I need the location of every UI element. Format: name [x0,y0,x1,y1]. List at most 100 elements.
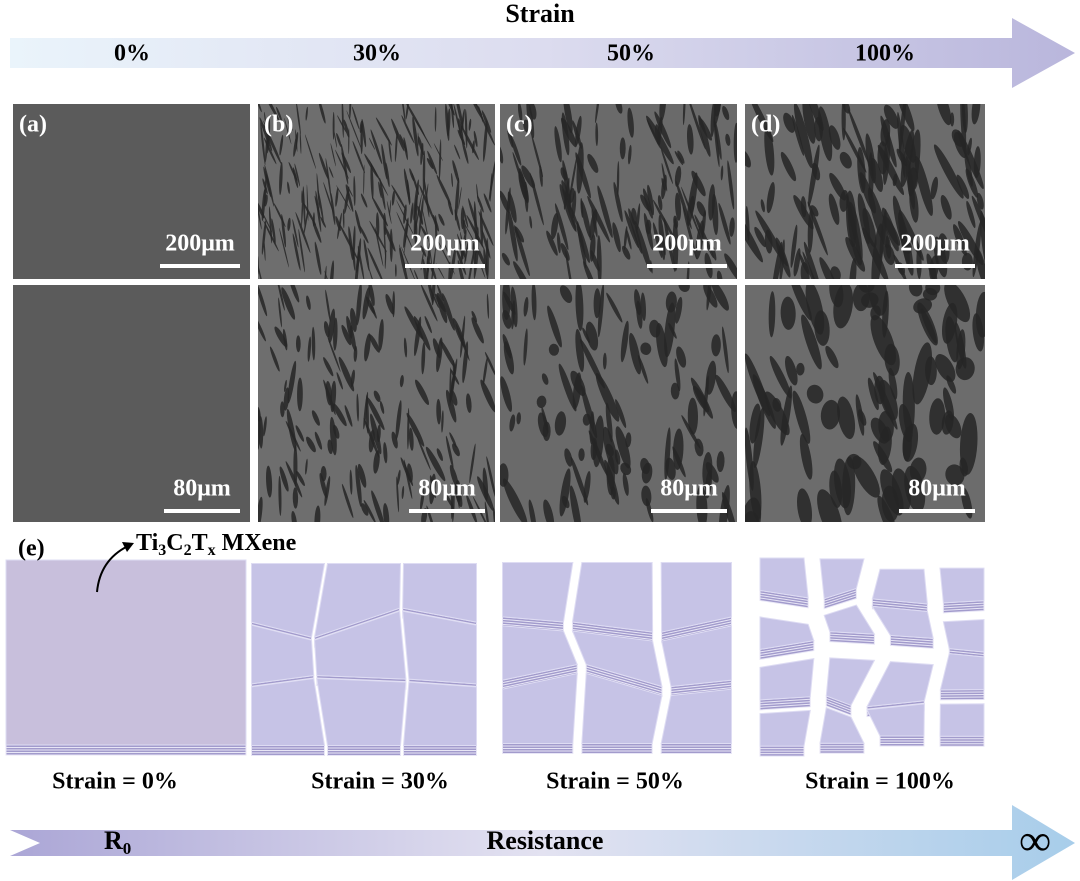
crack [323,321,330,338]
crack [898,403,913,442]
sheet-top [823,604,876,635]
crack [348,128,350,155]
crack [814,310,830,346]
crack [865,133,876,184]
crack [444,492,454,509]
resistance-arrow [10,805,1075,880]
crack [560,243,570,261]
crack [780,151,797,182]
sheet-layer [502,666,578,684]
crack [350,307,357,332]
crack [389,228,393,262]
sheet-top [819,706,865,744]
crack [462,205,469,228]
sheet-layer [759,647,814,658]
crack [526,104,535,139]
crack [364,333,371,362]
crack [451,173,453,188]
crack [324,475,331,507]
crack [560,117,577,148]
crack [973,146,981,179]
crack [568,153,578,206]
crack [359,225,369,244]
crack [466,214,485,250]
crack [803,104,824,131]
crack [659,104,667,122]
crack [944,285,971,323]
crack [940,194,952,220]
crack [258,285,268,317]
crack [541,373,549,385]
crack [385,162,390,188]
crack [318,104,326,124]
crack [276,285,285,311]
crack [376,212,380,237]
sheet-top [825,657,876,706]
crack [880,115,897,168]
crack [318,152,329,180]
crack [629,332,642,375]
crack [299,130,302,154]
sem-image [13,285,250,522]
crack [605,443,614,457]
crack [559,468,571,517]
scale-label: 80μm [908,476,966,502]
crack [484,351,495,377]
crack [338,222,359,262]
crack [713,117,720,168]
crack [578,448,585,461]
crack [260,104,280,122]
sheet-layer [661,618,732,636]
sheet-layer [759,698,811,703]
crack [492,507,495,522]
crack [344,186,350,214]
crack [459,243,464,260]
panel-label: (b) [264,112,293,138]
crack [513,261,532,279]
crack [363,239,370,271]
crack [582,413,591,426]
crack [352,106,360,130]
crack [452,317,466,348]
crack [285,461,303,498]
crack [357,463,367,488]
crack [950,112,955,127]
crack [457,259,467,279]
crack [708,184,716,221]
crack [858,409,867,426]
crack [654,111,672,149]
scale-label: 80μm [660,476,718,502]
crack [524,181,529,213]
crack [892,195,907,250]
crack [597,185,613,238]
crack [364,153,379,178]
crack [563,104,573,134]
crack [531,285,537,321]
crack [405,104,409,120]
crack [576,142,584,194]
crack [686,124,694,155]
crack [420,285,438,322]
crack [897,112,906,178]
crack [908,285,923,297]
crack [371,490,386,522]
crack [528,499,537,522]
crack [346,184,353,197]
crack [722,105,730,121]
crack [296,470,305,487]
crack [914,156,933,216]
crack [796,362,805,376]
crack [604,459,620,505]
crack [956,174,970,199]
crack [975,291,985,338]
crack [368,429,375,453]
strain-arrow [10,18,1075,88]
crack [672,218,679,272]
crack [817,489,843,522]
sheet-top [939,703,985,737]
crack [502,310,512,329]
crack [884,343,900,377]
crack [319,472,328,499]
crack [845,237,866,272]
crack [448,261,451,279]
